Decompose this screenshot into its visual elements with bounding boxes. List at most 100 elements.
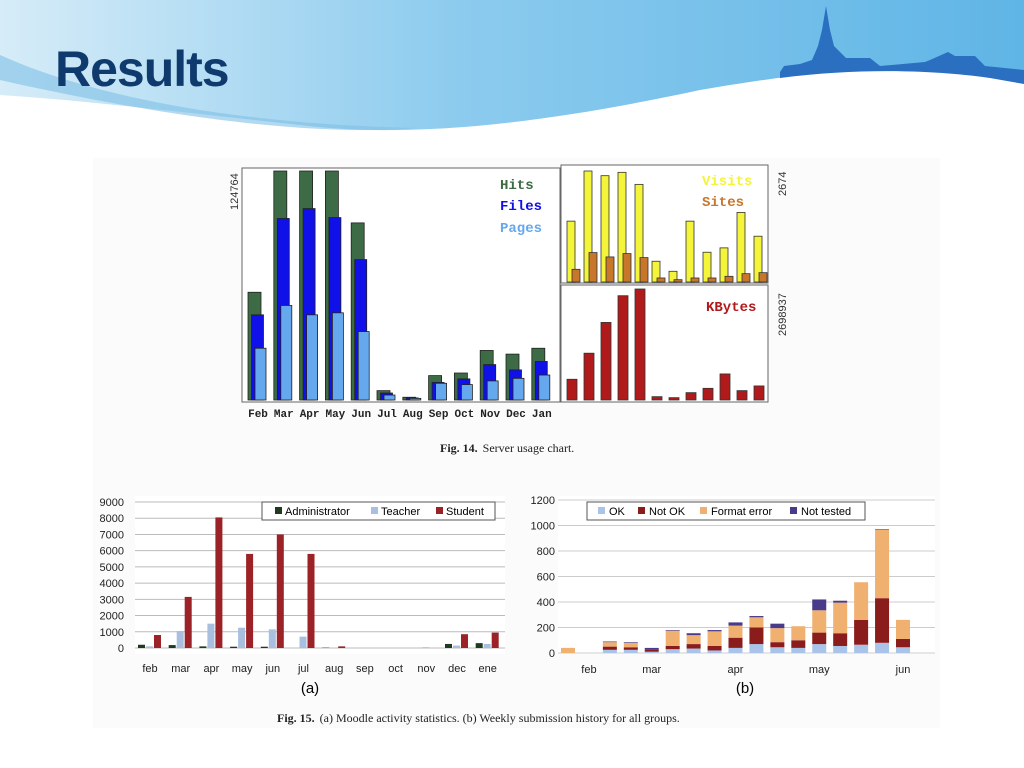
bar-sites: [605, 256, 615, 283]
bar-segment-not-tested: [875, 529, 890, 530]
bar-sites: [741, 273, 751, 283]
bar-sites: [673, 279, 683, 283]
bar-segment-ok: [812, 644, 827, 653]
bar-visits: [651, 260, 661, 283]
legend-files: Files: [500, 199, 542, 215]
bar-pages: [538, 374, 551, 401]
bar-segment-not-tested: [833, 600, 848, 603]
bar-student: [215, 517, 223, 648]
legend-ok: OK: [609, 506, 626, 518]
bar-teacher: [299, 636, 307, 648]
bar-visits: [685, 220, 695, 283]
bar-segment-ok: [728, 647, 743, 653]
bar-kbytes: [634, 288, 646, 401]
bar-visits: [634, 183, 644, 283]
slide-title: Results: [55, 41, 230, 97]
bar-administrator: [230, 646, 238, 648]
bar-segment-format-error: [686, 635, 701, 645]
bar-sites: [588, 252, 598, 283]
bar-segment-not-ok: [833, 633, 848, 646]
bar-student: [246, 553, 254, 648]
x-tick-label: Mar: [274, 409, 294, 421]
y-max-label: 124764: [229, 173, 241, 210]
x-tick-label: oct: [388, 663, 403, 675]
bar-visits: [702, 251, 712, 283]
bar-segment-not-ok: [812, 632, 827, 645]
bar-segment-not-tested: [644, 647, 659, 650]
legend-not-ok: Not OK: [649, 506, 686, 518]
bar-segment-ok: [833, 645, 848, 653]
bar-segment-not-tested: [812, 599, 827, 611]
x-tick-label: nov: [417, 663, 435, 675]
x-tick-label: Apr: [300, 409, 320, 421]
bar-visits: [753, 235, 763, 283]
bar-administrator: [260, 646, 268, 648]
y-max-label: 2674: [777, 172, 789, 196]
bar-kbytes: [702, 387, 714, 401]
bar-student: [154, 635, 161, 648]
bar-segment-format-error: [791, 626, 806, 641]
bar-kbytes: [719, 373, 731, 401]
legend-teacher: Teacher: [381, 506, 420, 518]
bar-visits: [583, 170, 593, 283]
bar-segment-not-tested: [623, 642, 638, 643]
bar-segment-ok: [770, 647, 785, 653]
bar-segment-format-error: [561, 647, 575, 653]
x-tick-label: Dec: [506, 409, 526, 421]
bar-segment-ok: [665, 649, 680, 653]
bar-segment-format-error: [728, 625, 743, 638]
bar-administrator: [138, 644, 145, 648]
bar-segment-format-error: [623, 642, 638, 648]
legend-not-tested: Not tested: [801, 506, 851, 518]
bar-kbytes: [753, 385, 765, 401]
bar-segment-not-tested: [749, 616, 764, 618]
bar-administrator: [199, 646, 207, 648]
legend-visits: Visits: [702, 174, 752, 190]
subfigure-b-label: (b): [736, 680, 754, 697]
bar-sites: [639, 257, 649, 283]
x-tick-label: Aug: [403, 409, 423, 421]
x-tick-label: apr: [203, 663, 219, 675]
bar-pages: [512, 377, 525, 401]
bar-teacher: [422, 647, 430, 648]
bar-pages: [486, 380, 499, 401]
y-tick-label: 1000: [531, 521, 555, 533]
bar-pages: [331, 312, 344, 401]
subfigure-a-label: (a): [301, 680, 319, 697]
x-tick-label: dec: [448, 663, 466, 675]
bar-teacher: [453, 645, 460, 648]
bar-pages: [357, 331, 370, 401]
bar-segment-not-ok: [770, 642, 785, 648]
x-tick-label: feb: [581, 664, 596, 676]
legend-hits: Hits: [500, 178, 534, 194]
y-tick-label: 400: [537, 597, 555, 609]
bar-kbytes: [651, 396, 663, 401]
bar-segment-not-ok: [875, 598, 890, 643]
bar-segment-format-error: [833, 602, 848, 634]
y-tick-label: 5000: [100, 562, 124, 574]
fig14-right-bottom-chart: 2698937 KBytes: [560, 284, 789, 403]
x-tick-label: Feb: [248, 409, 268, 421]
bar-kbytes: [617, 295, 629, 401]
bar-administrator: [475, 643, 483, 648]
x-tick-label: ene: [479, 663, 497, 675]
bar-teacher: [207, 623, 215, 648]
bar-segment-format-error: [770, 628, 785, 643]
bar-student: [307, 553, 315, 648]
bar-segment-ok: [686, 648, 701, 653]
legend-sites: Sites: [702, 195, 744, 211]
y-max-label: 2698937: [777, 293, 789, 336]
bar-segment-ok: [623, 649, 638, 653]
bar-sites: [758, 272, 768, 283]
x-tick-label: may: [232, 663, 253, 675]
x-tick-label: Oct: [454, 409, 474, 421]
x-tick-label: jun: [264, 663, 280, 675]
bar-visits: [566, 220, 576, 283]
bar-segment-format-error: [665, 630, 680, 646]
bar-visits: [668, 270, 678, 283]
bar-teacher: [176, 630, 184, 648]
legend-student: Student: [446, 506, 484, 518]
bar-student: [338, 646, 346, 648]
x-tick-label: jun: [895, 664, 911, 676]
